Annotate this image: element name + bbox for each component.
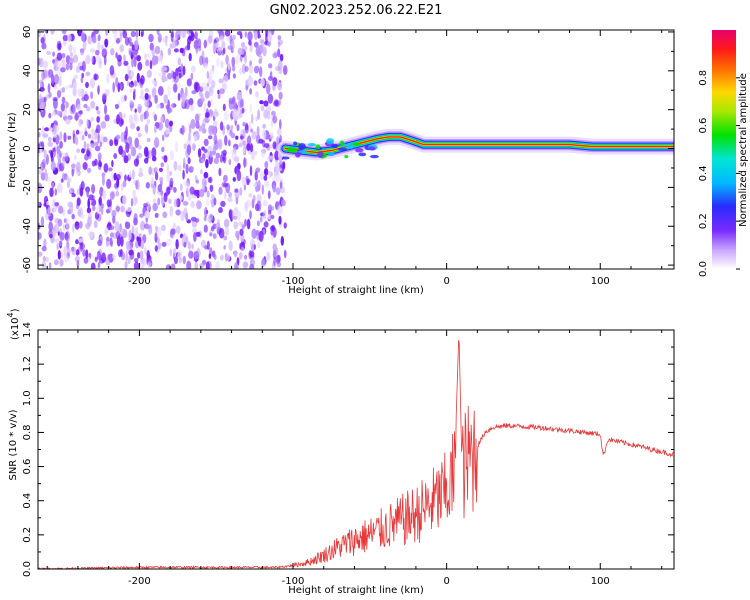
spectrogram-plot-area: [38, 30, 674, 269]
snr-panel: -200 -100 0 100 0.0 0.2 0.4 0.6 0.8 1.0 1.2 1.4 Hei…: [6, 308, 675, 596]
exponent-close: ): [10, 308, 21, 312]
snr-plot-area: [38, 340, 674, 569]
signal-blob: [315, 144, 321, 150]
signal-blob: [295, 152, 301, 158]
snr-exponent-label: (x104): [6, 308, 21, 340]
x-tick-label: -200: [128, 576, 151, 587]
x-tick-label: 100: [591, 276, 610, 287]
colorbar-tick-label: 0.8: [698, 70, 709, 86]
spectrogram-frame: [37, 29, 675, 270]
y-tick-label: 0.8: [22, 424, 33, 440]
colorbar-tick-label: 0.4: [698, 165, 709, 181]
colorbar-tick-label: 0.6: [698, 118, 709, 134]
figure-title: GN02.2023.252.06.22.E21: [270, 3, 443, 18]
snr-line: [38, 340, 674, 569]
signal-blob: [337, 147, 348, 151]
signal-blob: [358, 152, 367, 157]
y-tick-label: 60: [22, 26, 33, 39]
signal-blob: [287, 147, 297, 153]
signal-blob: [345, 142, 355, 150]
x-tick-label: -100: [282, 276, 305, 287]
signal-blob: [281, 156, 290, 160]
colorbar: 0.0 0.2 0.4 0.6 0.8 Normalized spectral ampl…: [698, 30, 749, 277]
signal-blob: [370, 154, 379, 159]
y-tick-label: 0.0: [22, 561, 33, 577]
x-tick-label: 0: [443, 276, 449, 287]
svg-text:(x104): (x104): [6, 308, 21, 340]
colorbar-tick-label: 0.2: [698, 213, 709, 229]
y-tick-label: 0.4: [22, 493, 33, 509]
signal-blob: [307, 143, 317, 147]
signal-blob: [326, 138, 335, 145]
spectrogram-xlabel: Height of straight line (km): [288, 285, 424, 296]
y-tick-label: 20: [22, 103, 33, 116]
y-tick-label: -60: [22, 257, 33, 273]
x-tick-label: 100: [591, 576, 610, 587]
exponent-power: 4: [6, 312, 15, 317]
x-tick-label: -100: [282, 576, 305, 587]
y-tick-label: 40: [22, 64, 33, 77]
signal-blob: [298, 150, 308, 154]
signal-blob: [355, 148, 364, 153]
y-tick-label: 0.2: [22, 527, 33, 543]
y-tick-label: -20: [22, 179, 33, 195]
exponent-base: (x10: [10, 317, 21, 340]
colorbar-label: Normalized spectral amplitude: [738, 73, 749, 227]
noise-speckles: [38, 30, 288, 269]
y-tick-label: 1.0: [22, 390, 33, 406]
signal-blob: [368, 146, 376, 151]
signal-blob: [331, 143, 339, 149]
signal-band-layer: [284, 136, 674, 154]
spectrogram-ylabel: Frequency (Hz): [7, 112, 18, 188]
y-tick-label: 0: [22, 145, 33, 151]
colorbar-gradient: [712, 30, 736, 269]
signal-band: [277, 128, 674, 161]
y-tick-label: -40: [22, 218, 33, 234]
signal-blob: [339, 140, 345, 146]
x-tick-label: -200: [128, 276, 151, 287]
y-tick-label: 0.6: [22, 459, 33, 475]
signal-blob: [293, 141, 298, 146]
snr-ylabel: SNR (10 * v/v): [8, 409, 19, 480]
signal-blob: [344, 155, 349, 159]
x-tick-label: 0: [443, 576, 449, 587]
colorbar-tick-label: 0.0: [698, 261, 709, 277]
y-tick-label: 1.2: [22, 356, 33, 372]
signal-blob: [328, 152, 335, 157]
signal-blob: [317, 151, 324, 158]
signal-blob: [298, 143, 306, 150]
snr-xlabel: Height of straight line (km): [288, 585, 424, 596]
y-tick-label: 1.4: [22, 322, 33, 338]
